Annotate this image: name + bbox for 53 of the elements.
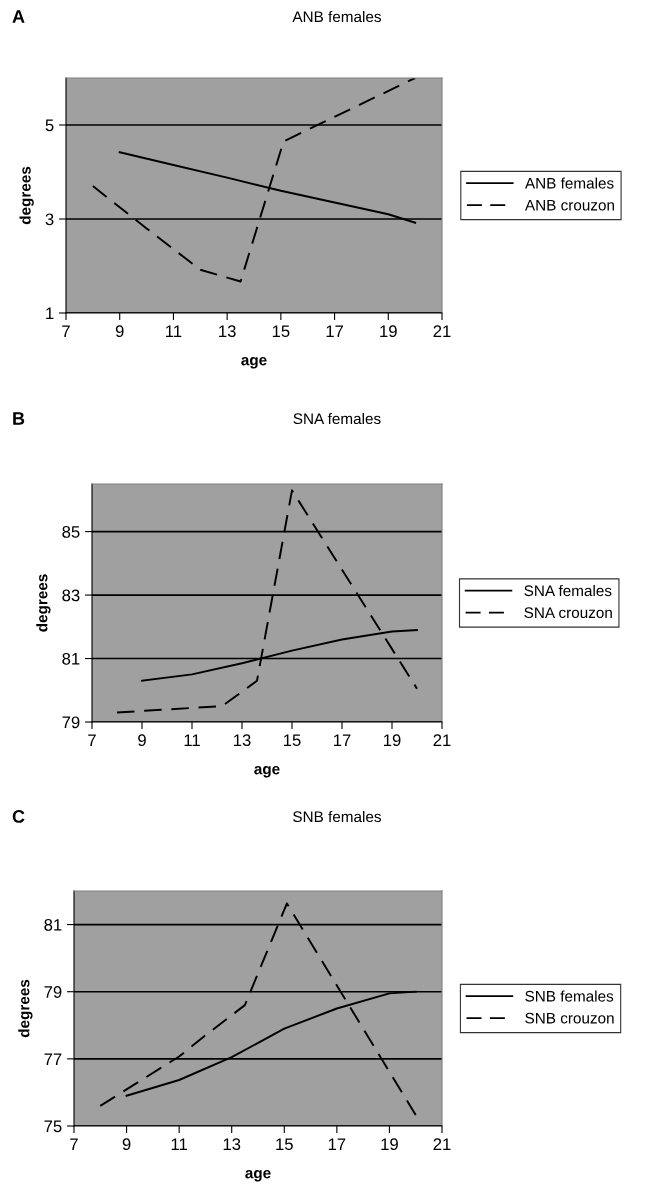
- x-tick-label: 19: [380, 325, 397, 338]
- x-tick-label: 7: [70, 1138, 78, 1150]
- x-tick-label: 19: [381, 1138, 398, 1151]
- x-tick-label: 9: [138, 734, 146, 747]
- legend-label: SNB crouzon: [525, 1012, 614, 1024]
- x-tick-label: 21: [433, 1138, 451, 1150]
- x-axis-title: age: [245, 1170, 271, 1182]
- text: B: [13, 412, 25, 425]
- legend-label: ANB females: [525, 177, 614, 189]
- legend-label: SNA females: [524, 584, 612, 597]
- y-tick-label: 1: [46, 307, 54, 320]
- y-tick-label: 79: [44, 986, 62, 998]
- y-tick-label: 83: [62, 589, 80, 602]
- x-tick-label: 9: [115, 325, 124, 338]
- y-axis-title: degrees: [18, 979, 33, 1038]
- text: A: [12, 10, 25, 23]
- y-tick-label: 85: [62, 526, 80, 538]
- chart-title: ANB females: [292, 10, 381, 23]
- y-tick-label: 81: [44, 918, 62, 931]
- y-axis-title: degrees: [19, 166, 34, 225]
- x-tick-label: 13: [234, 734, 251, 747]
- text: C: [12, 810, 25, 823]
- y-tick-label: 5: [45, 119, 54, 132]
- legend-label: ANB crouzon: [525, 199, 614, 211]
- y-tick-label: 75: [44, 1120, 62, 1133]
- chart-title: SNA females: [293, 412, 381, 425]
- x-tick-label: 7: [62, 325, 70, 337]
- x-tick-label: 11: [184, 734, 200, 746]
- x-tick-label: 15: [284, 734, 301, 747]
- legend-label: SNA crouzon: [524, 607, 612, 619]
- legend-label: SNB females: [525, 990, 614, 1002]
- x-tick-label: 17: [326, 325, 343, 337]
- x-tick-label: 11: [166, 325, 182, 337]
- x-tick-label: 17: [334, 734, 351, 746]
- x-tick-label: 19: [384, 734, 401, 747]
- x-axis-title: age: [254, 766, 280, 778]
- x-tick-label: 15: [276, 1138, 293, 1151]
- y-tick-label: 81: [62, 652, 80, 665]
- y-axis-title: degrees: [36, 574, 51, 632]
- x-tick-label: 11: [171, 1138, 187, 1150]
- chart-title: SNB females: [293, 810, 381, 823]
- x-tick-label: 21: [433, 325, 451, 337]
- x-tick-label: 7: [88, 734, 96, 746]
- y-tick-label: 77: [44, 1053, 62, 1065]
- x-tick-label: 15: [272, 325, 290, 338]
- y-tick-label: 79: [62, 716, 80, 729]
- x-tick-label: 13: [219, 325, 236, 338]
- x-tick-label: 21: [433, 734, 451, 746]
- y-tick-label: 3: [45, 213, 54, 226]
- x-tick-label: 9: [122, 1138, 131, 1151]
- x-tick-label: 13: [223, 1138, 241, 1151]
- x-tick-label: 17: [328, 1138, 346, 1150]
- x-axis-title: age: [241, 357, 267, 369]
